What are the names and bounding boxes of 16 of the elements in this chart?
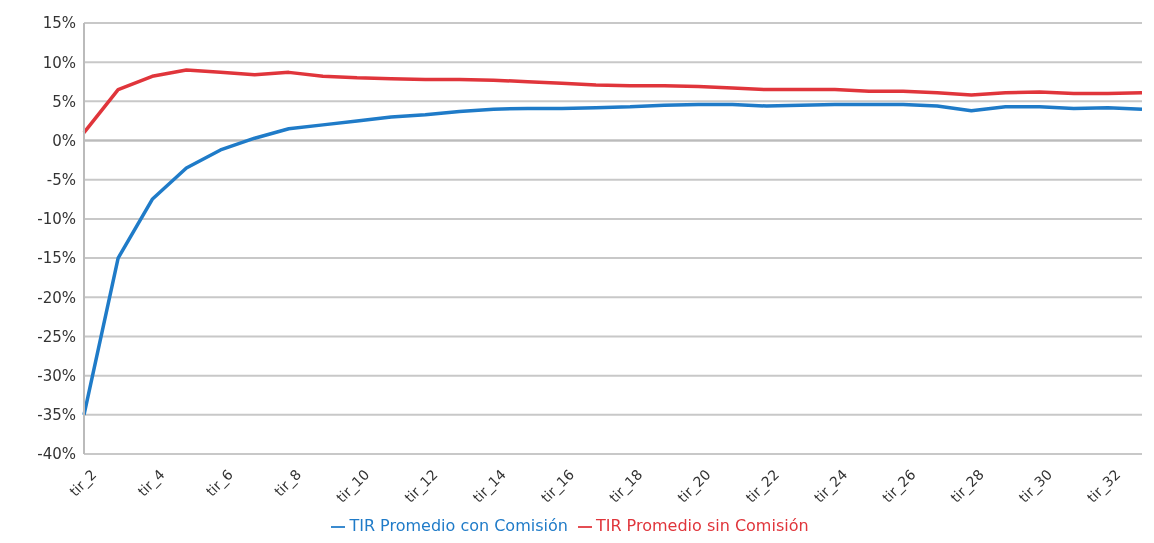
y-tick-label: -5% (46, 171, 76, 190)
y-tick-label: 15% (42, 14, 76, 33)
y-tick-label: 0% (52, 131, 76, 150)
y-tick-label: 5% (52, 92, 76, 111)
legend-label: TIR Promedio con Comisión (349, 516, 568, 535)
y-tick-label: -40% (37, 445, 76, 464)
y-tick-label: -15% (37, 249, 76, 268)
y-tick-label: 10% (42, 53, 76, 72)
legend-label: TIR Promedio sin Comisión (595, 516, 809, 535)
y-tick-label: -10% (37, 210, 76, 229)
y-tick-label: -25% (37, 327, 76, 346)
line-series (82, 68, 1144, 135)
y-tick-label: -35% (37, 406, 76, 425)
y-tick-label: -20% (37, 288, 76, 307)
y-tick-label: -30% (37, 366, 76, 385)
line-series (82, 102, 1144, 417)
